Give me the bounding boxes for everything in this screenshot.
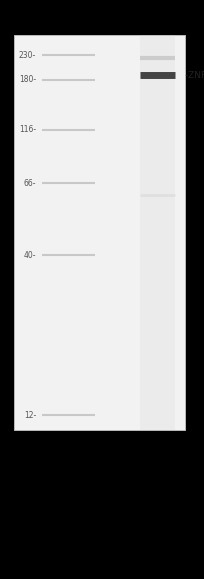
Text: 40-: 40- bbox=[23, 251, 36, 259]
Text: 180-: 180- bbox=[19, 75, 36, 85]
Text: 12-: 12- bbox=[24, 411, 36, 420]
Text: -ZNF335: -ZNF335 bbox=[182, 71, 204, 79]
Bar bbox=[14, 35, 185, 430]
Text: 230-: 230- bbox=[19, 50, 36, 60]
Text: 116-: 116- bbox=[19, 126, 36, 134]
Text: 66-: 66- bbox=[23, 178, 36, 188]
Bar bbox=[140, 35, 175, 430]
Bar bbox=[14, 35, 185, 430]
